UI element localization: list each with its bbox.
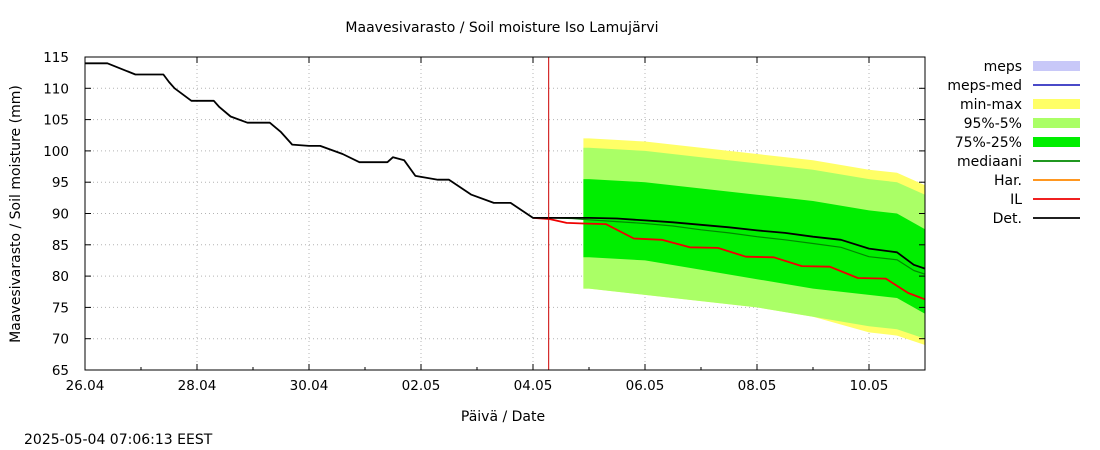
legend-swatch <box>1033 118 1080 128</box>
x-tick-label: 10.05 <box>850 378 889 394</box>
y-tick-label: 65 <box>52 363 69 379</box>
y-tick-label: 75 <box>52 300 69 316</box>
legend-label: min-max <box>960 97 1022 113</box>
x-tick-label: 30.04 <box>290 378 329 394</box>
y-tick-label: 115 <box>43 50 69 66</box>
legend-label: mediaani <box>957 154 1022 170</box>
legend-item: meps-med <box>947 78 1080 94</box>
legend: meps meps-med min-max 95%-5% 75%-25% mediaani… <box>947 59 1080 227</box>
legend-label: IL <box>1010 192 1022 208</box>
x-tick-label: 26.04 <box>66 378 105 394</box>
legend-item: min-max <box>960 97 1080 113</box>
legend-label: meps <box>984 59 1022 75</box>
y-tick-label: 80 <box>52 269 69 285</box>
y-tick-label: 85 <box>52 238 69 254</box>
chart-title: Maavesivarasto / Soil moisture Iso Lamuj… <box>345 20 658 36</box>
legend-item: Det. <box>993 211 1080 227</box>
legend-label: 95%-5% <box>964 116 1022 132</box>
timestamp: 2025-05-04 07:06:13 EEST <box>24 432 213 448</box>
series-line-mediaani <box>549 217 926 275</box>
legend-item: meps <box>984 59 1080 75</box>
legend-label: Har. <box>994 173 1022 189</box>
y-axis-ticks: 65 70 75 80 85 90 95 100 105 110 115 <box>43 50 925 379</box>
x-tick-label: 28.04 <box>178 378 217 394</box>
series-lines <box>85 62 926 301</box>
series-line-il <box>532 217 926 301</box>
y-tick-label: 95 <box>52 175 69 191</box>
series-line-det <box>85 62 926 270</box>
legend-label: Det. <box>993 211 1022 227</box>
legend-swatch <box>1033 61 1080 71</box>
legend-label: 75%-25% <box>955 135 1022 151</box>
y-tick-label: 100 <box>43 144 69 160</box>
y-tick-label: 110 <box>43 81 69 97</box>
legend-item: 75%-25% <box>955 135 1080 151</box>
y-tick-label: 70 <box>52 332 69 348</box>
x-axis-label: Päivä / Date <box>461 409 545 425</box>
legend-swatch <box>1033 99 1080 109</box>
legend-item: Har. <box>994 173 1080 189</box>
percentile-bands <box>583 138 925 345</box>
legend-item: IL <box>1010 192 1080 208</box>
band-75-25 <box>583 179 925 314</box>
x-tick-label: 02.05 <box>402 378 441 394</box>
y-axis-label: Maavesivarasto / Soil moisture (mm) <box>8 85 24 343</box>
y-tick-label: 105 <box>43 113 69 129</box>
legend-swatch <box>1033 137 1080 147</box>
x-tick-label: 08.05 <box>738 378 777 394</box>
x-axis-ticks: 26.04 28.04 30.04 02.05 04.05 06.05 08.05 10.05 <box>66 57 889 394</box>
x-tick-label: 06.05 <box>626 378 665 394</box>
legend-label: meps-med <box>947 78 1022 94</box>
legend-item: 95%-5% <box>964 116 1080 132</box>
legend-item: mediaani <box>957 154 1080 170</box>
x-tick-label: 04.05 <box>514 378 553 394</box>
y-tick-label: 90 <box>52 207 69 223</box>
